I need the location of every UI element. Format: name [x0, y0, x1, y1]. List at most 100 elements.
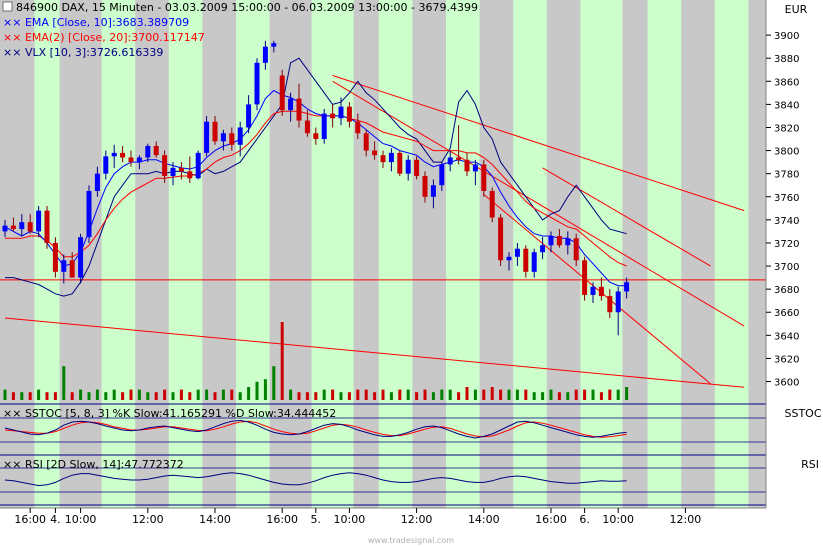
time-tick-label: 14:00 — [468, 513, 500, 526]
candle-body — [313, 133, 319, 140]
price-tick-label: 3600 — [774, 378, 799, 389]
vlx-legend-icon: ⨯⨯ — [3, 46, 25, 59]
candle-body — [78, 237, 84, 278]
volume-bar — [499, 389, 503, 400]
time-tick-label: 16:00 — [266, 513, 298, 526]
volume-bar — [574, 389, 578, 400]
trend-channel-lines — [4, 75, 745, 388]
candle-body — [195, 152, 201, 179]
price-tick-label: 3680 — [774, 285, 799, 296]
volume-bar — [473, 389, 477, 400]
candle-body — [103, 156, 109, 174]
volume-bar — [205, 389, 209, 400]
volume-bar — [163, 389, 167, 400]
volume-bar — [373, 392, 377, 400]
candle-body — [531, 252, 537, 272]
trend-line — [542, 167, 711, 267]
volume-bar — [28, 392, 32, 400]
candle-body — [380, 155, 386, 163]
volume-bar — [154, 392, 158, 400]
price-tick-label: 3700 — [774, 262, 799, 273]
footer-watermark: www.tradesignal.com — [368, 536, 454, 545]
volume-bar — [95, 389, 99, 400]
volume-bar — [280, 322, 284, 400]
candle-body — [624, 282, 630, 292]
candle-body — [86, 190, 92, 238]
volume-bar — [213, 392, 217, 400]
volume-bar — [398, 389, 402, 400]
candle-body — [523, 248, 529, 272]
volume-bar — [549, 389, 553, 400]
candle-body — [363, 133, 369, 151]
candle-body — [565, 238, 571, 246]
candle-body — [548, 236, 554, 246]
volume-bar — [20, 392, 24, 400]
volume-bar — [37, 389, 41, 400]
candle-body — [44, 210, 50, 243]
ema10-legend-text: EMA [Close, 10]:3683.389709 — [25, 16, 189, 29]
candle-body — [19, 222, 25, 230]
candle-body — [346, 106, 352, 122]
ema20-legend-icon: ⨯⨯ — [3, 31, 25, 44]
candle-body — [145, 145, 151, 158]
price-tick-label: 3620 — [774, 354, 799, 365]
session-band — [168, 0, 203, 508]
volume-bar — [188, 392, 192, 400]
price-tick-label: 3840 — [774, 100, 799, 111]
candle-body — [111, 152, 117, 157]
candle-body — [237, 127, 243, 145]
sstoc-panel-name: SSTOC — [784, 407, 821, 420]
instrument-icon — [2, 1, 13, 12]
candle-body — [388, 152, 394, 163]
candle-body — [615, 291, 621, 313]
vlx-legend-text: VLX [10, 3]:3726.616339 — [25, 46, 163, 59]
volume-bar — [146, 392, 150, 400]
candle-body — [321, 113, 327, 140]
volume-bar — [557, 392, 561, 400]
price-tick-label: 3720 — [774, 239, 799, 250]
session-band — [378, 0, 413, 508]
candle-body — [220, 133, 226, 142]
vlx-legend: ⨯⨯ VLX [10, 3]:3726.616339 — [3, 46, 163, 59]
candle-body — [372, 150, 378, 156]
candle-body — [170, 167, 176, 176]
candle-body — [136, 157, 142, 163]
volume-bar — [112, 389, 116, 400]
time-tick-label: 5. — [311, 513, 322, 526]
session-band — [446, 0, 480, 508]
price-gridlines — [0, 403, 766, 506]
candle-body — [296, 98, 302, 121]
candle-body — [506, 256, 512, 261]
price-tick-label: 3880 — [774, 54, 799, 65]
candle-body — [187, 171, 193, 179]
sstoc-k-line — [4, 419, 627, 439]
session-band — [101, 0, 136, 508]
price-tick-label: 3860 — [774, 77, 799, 88]
sstoc-legend: ⨯⨯ SSTOC [5, 8, 3] %K Slow:41.165291 %D … — [3, 407, 336, 420]
price-tick-label: 3800 — [774, 147, 799, 158]
candle-body — [498, 217, 504, 261]
candle-body — [590, 286, 596, 295]
volume-bar — [196, 389, 200, 400]
ema20-legend-text: EMA(2) [Close, 20]:3700.117147 — [25, 31, 205, 44]
volume-bar — [583, 389, 587, 400]
candle-body — [61, 260, 67, 272]
volume-bars — [3, 322, 629, 400]
candle-body — [271, 43, 277, 47]
ema10-legend: ⨯⨯ EMA [Close, 10]:3683.389709 — [3, 16, 189, 29]
time-axis-ticks: 16:00 4. 10:00 12:00 14:00 16:00 5. 10:00 12:00 1… — [14, 508, 701, 526]
volume-bar — [389, 392, 393, 400]
candle-body — [94, 173, 100, 191]
candle-body — [279, 75, 285, 111]
rsi-panel-name: RSI — [801, 458, 819, 471]
volume-bar — [431, 392, 435, 400]
sstoc-legend-text: SSTOC [5, 8, 3] %K Slow:41.165291 %D Slo… — [25, 407, 336, 420]
trend-line — [483, 194, 711, 385]
candle-body — [405, 159, 411, 174]
volume-bar — [137, 389, 141, 400]
rsi-line — [4, 472, 627, 487]
candle-body — [254, 62, 260, 105]
candle-body — [36, 210, 42, 232]
volume-bar — [591, 389, 595, 400]
